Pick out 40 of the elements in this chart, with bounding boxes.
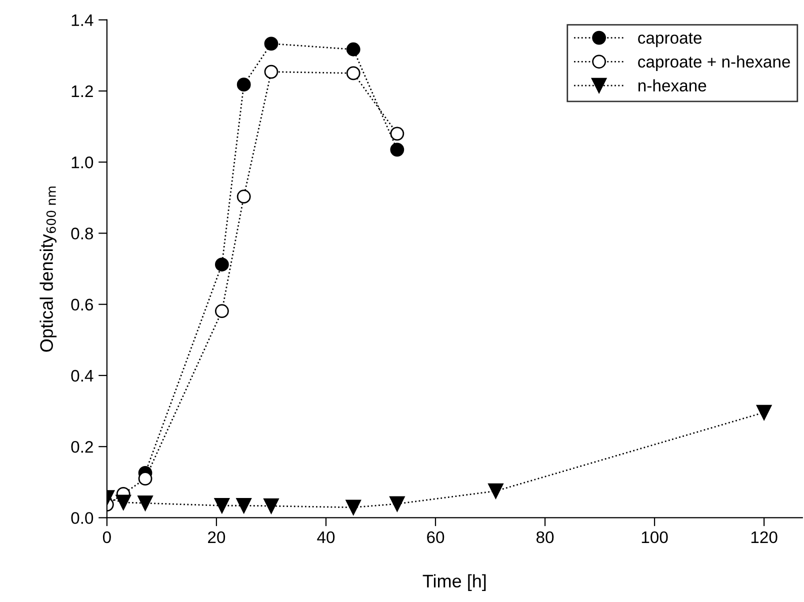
y-tick-label: 0.2 [71, 441, 93, 453]
y-tick-label: 1.4 [72, 14, 94, 26]
x-tick-label: 80 [536, 531, 554, 544]
x-tick-label: 100 [642, 531, 668, 544]
point [264, 64, 278, 79]
point [214, 304, 229, 318]
point [390, 126, 404, 141]
point [236, 190, 251, 204]
point [214, 258, 229, 272]
point [346, 66, 360, 80]
x-tick-label: 60 [427, 531, 444, 544]
x-tick-label: 40 [317, 531, 335, 544]
y-tick-label: 0.4 [71, 370, 94, 382]
y-tick-label: 0.6 [71, 298, 94, 311]
y-tick-label: 0.8 [71, 228, 94, 240]
point [264, 498, 279, 514]
x-tick-label: 0 [102, 531, 111, 544]
point [236, 498, 252, 514]
legend-label: caproate [638, 32, 702, 48]
y-axis-title: Optical density$_{600 nm}$ [40, 186, 57, 352]
x-tick-label: 20 [208, 531, 226, 544]
point [488, 483, 504, 499]
legend-label: n-hexane [638, 79, 706, 92]
point [214, 498, 230, 514]
point [138, 496, 153, 511]
y-tick-label: 1.2 [72, 85, 93, 98]
point [346, 500, 361, 516]
x-tick-label: 120 [751, 531, 778, 544]
point [236, 78, 251, 92]
point [264, 36, 278, 51]
point [138, 472, 152, 486]
y-tick-label: 1.0 [72, 156, 94, 168]
point [390, 142, 404, 157]
point [346, 42, 360, 56]
point [756, 404, 772, 420]
x-axis-title: Time [h] [422, 574, 486, 592]
y-tick-label: 0.0 [71, 512, 94, 524]
point [390, 496, 405, 512]
point [116, 494, 131, 510]
legend-label: caproate + n-hexane [638, 55, 790, 71]
